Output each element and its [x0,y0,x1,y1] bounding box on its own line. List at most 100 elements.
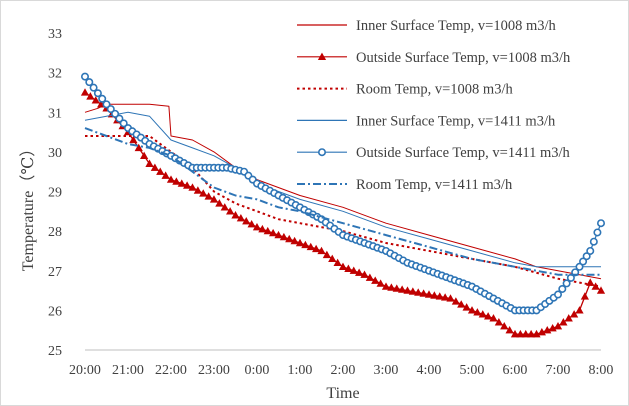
legend-item: Inner Surface Temp, v=1008 m3/h [297,18,557,34]
triangle-marker [129,135,138,144]
x-tick-label: 1:00 [288,363,313,378]
legend-item: Inner Surface Temp, v=1411 m3/h [297,113,556,129]
x-tick-label: 22:00 [155,363,187,378]
x-axis-title: Time [326,385,359,402]
legend-label: Outside Surface Temp, v=1008 m3/h [356,50,571,66]
triangle-marker [441,293,450,301]
triangle-marker [564,314,573,322]
triangle-marker [80,88,90,96]
triangle-marker [553,322,563,330]
triangle-marker [215,199,224,207]
circle-marker [562,279,571,288]
series-layer [80,72,606,338]
triangle-marker [209,195,219,203]
triangle-marker [301,240,310,249]
triangle-marker [226,207,235,215]
triangle-marker [166,175,176,183]
triangle-marker [204,192,213,200]
circle-marker [593,228,602,237]
triangle-marker [317,246,326,255]
triangle-marker [505,325,514,334]
triangle-marker [172,177,181,185]
triangle-marker [527,329,536,338]
x-tick-label: 5:00 [460,363,485,378]
triangle-marker [419,289,428,297]
triangle-marker [596,286,606,294]
triangle-marker [258,224,267,233]
triangle-marker [247,219,256,228]
triangle-marker [188,183,197,191]
y-axis-title: Temperature（℃） [19,141,37,272]
triangle-marker [537,327,546,336]
legend-item: Outside Surface Temp, v=1008 m3/h [297,50,571,66]
triangle-marker [134,143,143,152]
triangle-marker [575,306,584,314]
triangle-marker [451,297,460,305]
triangle-marker [140,151,149,160]
legend-marker [317,148,326,157]
x-tick-label: 20:00 [69,363,101,378]
triangle-marker [446,294,455,302]
triangle-marker [328,254,337,263]
triangle-marker [349,266,358,274]
triangle-marker [414,288,423,296]
circle-marker [115,114,124,123]
circle-marker [553,290,562,299]
triangle-marker [274,230,283,239]
triangle-marker [365,273,374,281]
legend-label: Room Temp, v=1411 m3/h [356,177,513,193]
x-tick-label: 4:00 [417,363,442,378]
circle-marker [93,89,102,98]
y-tick-label: 25 [48,344,62,359]
y-tick-label: 28 [48,225,62,240]
legend-label: Room Temp, v=1008 m3/h [356,82,513,98]
triangle-marker [231,211,240,219]
x-tick-labels: 20:00 21:00 22:00 23:00 0:00 1:00 2:00 3:00 4:00… [69,363,613,378]
x-tick-label: 21:00 [112,363,144,378]
x-tick-label: 6:00 [503,363,528,378]
circle-marker [579,257,588,266]
triangle-marker [392,284,401,292]
series-5 [81,72,605,315]
circle-marker [558,284,567,293]
triangle-marker [344,264,353,272]
triangle-marker [285,234,294,243]
circle-marker [589,237,598,246]
circle-marker [596,219,605,228]
triangle-marker [252,222,262,231]
series-6 [84,127,601,276]
y-tick-label: 31 [48,106,62,121]
circle-marker [111,109,120,118]
y-tick-label: 27 [48,265,62,280]
triangle-marker [435,292,444,300]
triangle-marker [86,92,95,100]
y-tick-label: 32 [48,67,62,82]
legend-item: Outside Surface Temp, v=1411 m3/h [297,145,571,161]
triangle-marker [306,242,315,251]
x-tick-label: 0:00 [245,363,270,378]
series-line [84,127,601,276]
x-tick-label: 3:00 [374,363,399,378]
series-3 [85,135,602,288]
triangle-marker [322,250,331,259]
circle-marker [586,246,595,255]
triangle-marker [543,325,552,334]
triangle-marker [279,232,288,241]
triangle-marker [333,258,342,267]
triangle-marker [478,310,487,318]
triangle-marker [145,159,154,167]
triangle-marker [580,292,589,300]
triangle-marker [312,244,321,253]
triangle-marker [376,279,385,287]
legend-label: Inner Surface Temp, v=1411 m3/h [356,113,556,129]
triangle-marker [559,318,568,326]
x-tick-label: 8:00 [589,363,614,378]
series-line [84,111,601,268]
series-line [85,135,602,288]
circle-marker [98,94,107,103]
triangle-marker [242,217,251,225]
triangle-marker [371,276,380,284]
triangle-marker [500,322,509,330]
triangle-marker [263,226,272,235]
